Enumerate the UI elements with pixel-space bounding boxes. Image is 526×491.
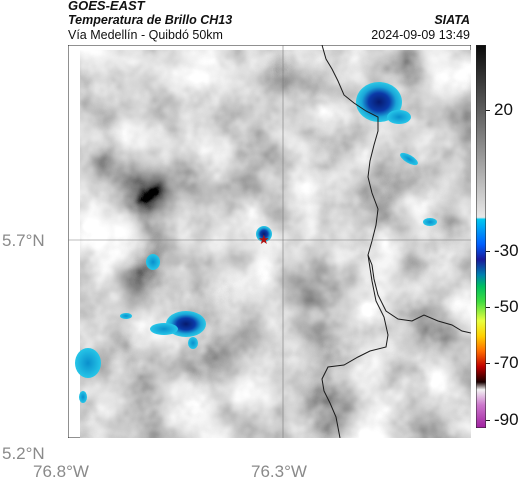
cold-cloud-southwest-tail bbox=[150, 323, 178, 335]
product-title: Temperatura de Brillo CH13 bbox=[68, 13, 233, 27]
colorbar-tick-mark bbox=[486, 250, 490, 252]
colorbar-tick-minus70: -70 bbox=[494, 353, 519, 373]
lon-tick-76.3: 76.3°W bbox=[251, 462, 307, 481]
lat-tick-5.7: 5.7°N bbox=[2, 231, 45, 250]
star-icon: ★ bbox=[258, 233, 270, 248]
cold-cloud-west-edge-small bbox=[79, 391, 87, 403]
cold-cloud-cells bbox=[75, 82, 437, 403]
temperature-colorbar bbox=[476, 45, 486, 428]
lon-tick-76.8: 76.8°W bbox=[33, 462, 89, 481]
colorbar-tick-mark bbox=[486, 419, 490, 421]
colorbar-tick-mark bbox=[486, 109, 490, 111]
boundary-south bbox=[321, 254, 389, 438]
colorbar-tick-minus90: -90 bbox=[494, 409, 519, 429]
colorbar-tick-mark bbox=[486, 306, 490, 308]
colorbar-tick-mark bbox=[486, 363, 490, 365]
boundary-lines bbox=[321, 45, 471, 438]
organization-label: SIATA bbox=[434, 13, 470, 27]
cold-cloud-east-small bbox=[400, 152, 418, 166]
satellite-map[interactable]: ★ bbox=[68, 45, 471, 438]
cold-cloud-southwest-drip bbox=[188, 337, 198, 349]
lat-tick-5.2: 5.2°N bbox=[2, 444, 45, 463]
cold-cloud-west-small bbox=[146, 254, 160, 270]
cold-cloud-northeast-tail bbox=[387, 110, 411, 124]
colorbar-fill bbox=[476, 45, 486, 428]
boundary-north-east bbox=[321, 45, 471, 334]
cold-cloud-west-edge bbox=[75, 348, 101, 378]
colorbar-tick-20: 20 bbox=[494, 99, 513, 119]
cold-cloud-east-small-2 bbox=[423, 218, 437, 226]
colorbar-tick-minus30: -30 bbox=[494, 240, 519, 260]
timestamp-label: 2024-09-09 13:49 bbox=[371, 28, 470, 42]
colorbar-tick-minus50: -50 bbox=[494, 296, 519, 316]
region-subtitle: Vía Medellín - Quibdó 50km bbox=[68, 28, 223, 42]
cold-cloud-west-tiny bbox=[120, 313, 132, 319]
brightness-temperature-field bbox=[80, 50, 471, 438]
satellite-title: GOES-EAST bbox=[68, 0, 145, 13]
grid-lines bbox=[68, 45, 471, 438]
cold-cloud-center bbox=[256, 226, 272, 242]
